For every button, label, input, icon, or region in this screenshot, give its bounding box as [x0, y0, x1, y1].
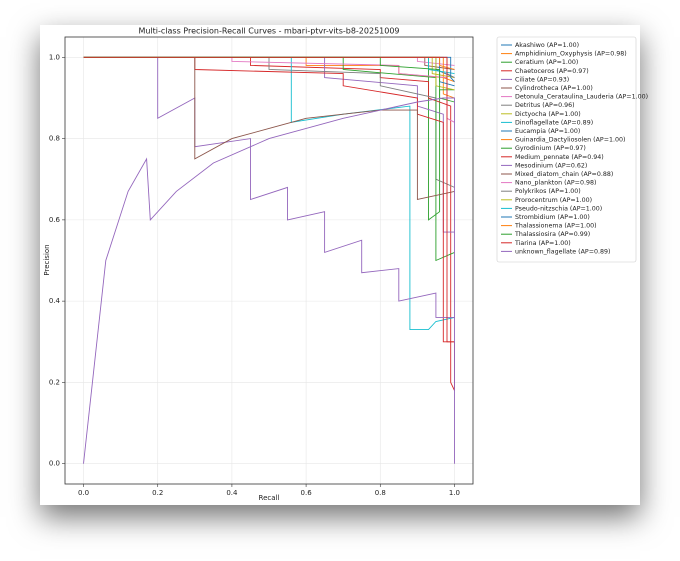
legend-label: Polykrikos (AP=1.00) — [515, 188, 581, 195]
legend-label: Ceratium (AP=1.00) — [515, 59, 578, 66]
pr-curve — [83, 56, 455, 318]
legend-label: Mixed_diatom_chain (AP=0.88) — [515, 171, 613, 178]
y-tick-label: 0.6 — [49, 216, 61, 224]
y-tick-label: 0.4 — [49, 297, 61, 305]
plot-frame — [64, 36, 474, 485]
x-axis-label: Recall — [259, 494, 280, 502]
y-tick-label: 0.2 — [49, 378, 60, 386]
y-axis-label: Precision — [43, 244, 51, 275]
y-tick-label: 1.0 — [49, 53, 60, 61]
legend-label: Amphidinium_Oxyphysis (AP=0.98) — [515, 51, 627, 58]
pr-curve — [83, 56, 455, 201]
legend-label: Guinardia_Dactyliosolen (AP=1.00) — [515, 137, 625, 144]
legend-label: Thalassionema (AP=1.00) — [514, 223, 597, 230]
y-tick-label: 0.0 — [49, 460, 60, 468]
legend-label: Detonula_Cerataulina_Lauderia (AP=1.00) — [515, 94, 648, 101]
legend-label: Akashiwo (AP=1.00) — [515, 42, 579, 49]
pr-curve — [83, 56, 455, 331]
legend-label: Dinoflagellate (AP=0.89) — [515, 119, 593, 126]
chart-title: Multi-class Precision-Recall Curves - mb… — [138, 27, 399, 36]
pr-curve — [83, 56, 455, 188]
legend-label: Eucampia (AP=1.00) — [515, 128, 580, 135]
legend-label: Gyrodinium (AP=0.97) — [515, 145, 586, 152]
legend-label: Dictyocha (AP=1.00) — [515, 111, 581, 118]
legend-label: Prorocentrum (AP=1.00) — [515, 197, 592, 204]
x-tick-label: 0.6 — [301, 489, 313, 497]
y-tick-label: 0.8 — [49, 135, 60, 143]
legend-label: Strombidium (AP=1.00) — [515, 214, 590, 221]
legend-label: Ciliate (AP=0.93) — [515, 76, 569, 83]
legend-label: Mesodinium (AP=0.62) — [515, 162, 587, 169]
legend-label: Medium_pennate (AP=0.94) — [515, 154, 604, 161]
pr-curve — [83, 56, 455, 262]
legend-label: Detritus (AP=0.96) — [515, 102, 575, 109]
x-tick-label: 1.0 — [449, 489, 460, 497]
pr-curve — [83, 56, 455, 233]
pr-curve — [83, 56, 455, 391]
legend-label: Nano_plankton (AP=0.98) — [515, 180, 596, 187]
legend-label: Pseudo-nitzschia (AP=1.00) — [515, 205, 602, 212]
legend-label: Thalassiosira (AP=0.99) — [514, 231, 590, 238]
legend-label: unknown_flagellate (AP=0.89) — [515, 248, 610, 255]
x-tick-label: 0.8 — [375, 489, 386, 497]
legend-label: Chaetoceros (AP=0.97) — [515, 68, 589, 75]
x-tick-label: 0.2 — [152, 489, 163, 497]
legend-label: Tiarina (AP=1.00) — [514, 240, 571, 247]
legend-box — [496, 36, 637, 263]
x-tick-label: 0.4 — [226, 489, 238, 497]
pr-curve — [83, 97, 455, 464]
legend-label: Cylindrotheca (AP=1.00) — [515, 85, 593, 92]
x-tick-label: 0.0 — [78, 489, 89, 497]
